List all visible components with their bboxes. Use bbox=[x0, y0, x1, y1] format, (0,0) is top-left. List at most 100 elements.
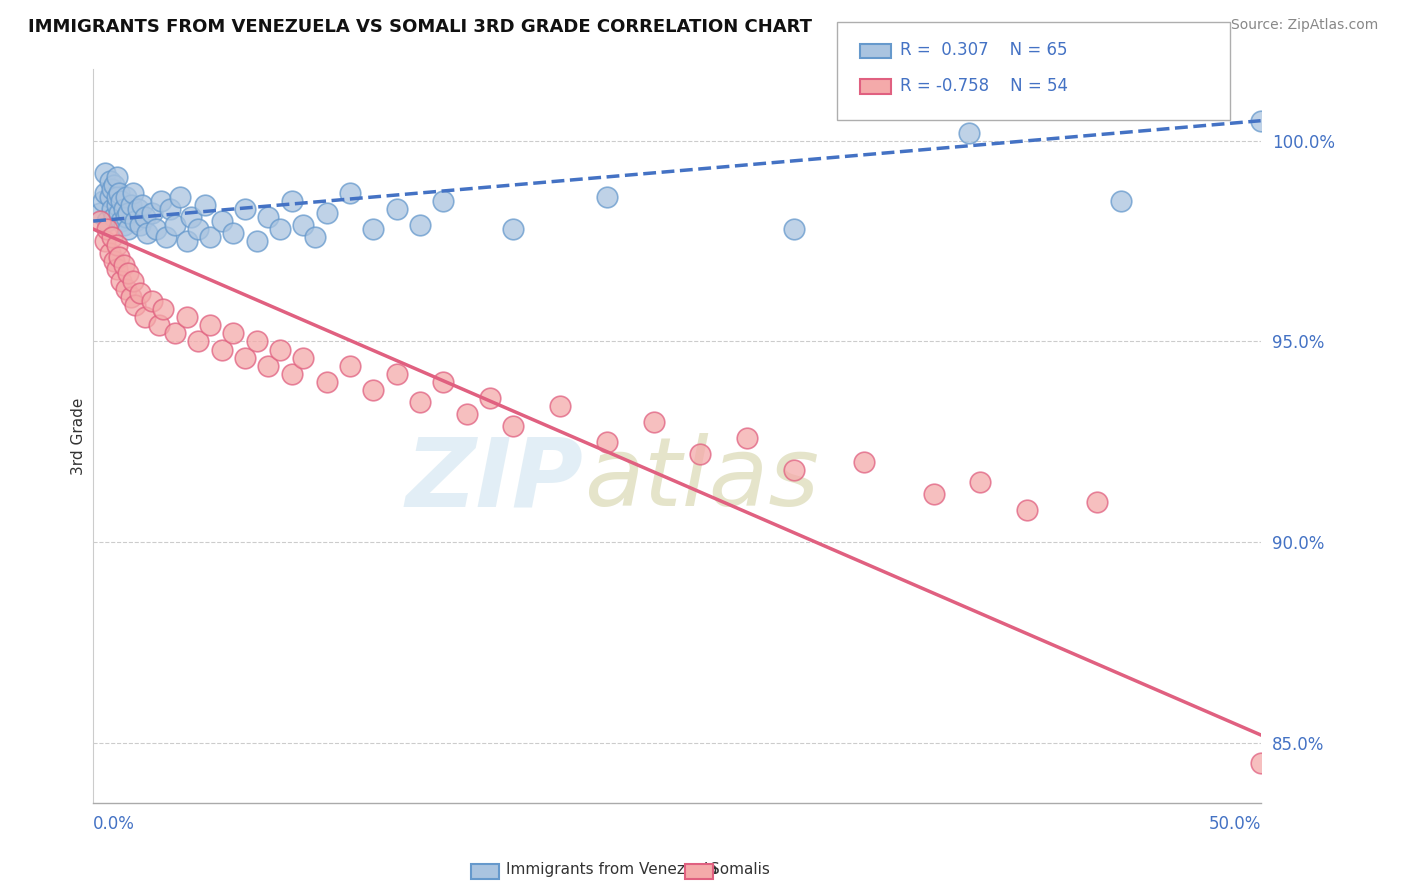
Point bbox=[108, 206, 131, 220]
Point bbox=[110, 194, 132, 208]
Point bbox=[304, 230, 326, 244]
Point bbox=[163, 218, 186, 232]
Point bbox=[131, 198, 153, 212]
Point bbox=[127, 202, 149, 216]
Point bbox=[689, 447, 711, 461]
Point bbox=[103, 210, 125, 224]
Point bbox=[141, 206, 163, 220]
Point bbox=[105, 198, 128, 212]
Point bbox=[782, 222, 804, 236]
Point bbox=[194, 198, 217, 212]
Point bbox=[110, 214, 132, 228]
Text: Somalis: Somalis bbox=[710, 863, 770, 877]
Text: atlas: atlas bbox=[583, 434, 818, 526]
Text: 50.0%: 50.0% bbox=[1208, 815, 1261, 833]
Point bbox=[246, 334, 269, 349]
Point bbox=[432, 194, 454, 208]
Text: Source: ZipAtlas.com: Source: ZipAtlas.com bbox=[1230, 18, 1378, 32]
Point bbox=[103, 178, 125, 192]
Point bbox=[163, 326, 186, 341]
Text: 0.0%: 0.0% bbox=[93, 815, 135, 833]
Point bbox=[94, 186, 117, 200]
Point bbox=[124, 214, 146, 228]
Point bbox=[211, 214, 233, 228]
Y-axis label: 3rd Grade: 3rd Grade bbox=[72, 397, 86, 475]
Point bbox=[479, 391, 502, 405]
Text: R =  0.307    N = 65: R = 0.307 N = 65 bbox=[900, 41, 1067, 59]
Point bbox=[101, 202, 124, 216]
Point bbox=[269, 343, 291, 357]
Point bbox=[159, 202, 181, 216]
Point bbox=[145, 222, 167, 236]
Point bbox=[187, 334, 209, 349]
Point bbox=[315, 375, 337, 389]
Point bbox=[1250, 113, 1272, 128]
Point bbox=[1250, 756, 1272, 770]
Point bbox=[222, 326, 245, 341]
Point bbox=[115, 282, 138, 296]
Point bbox=[96, 222, 118, 236]
Point bbox=[409, 218, 432, 232]
Point bbox=[115, 210, 138, 224]
Text: R = -0.758    N = 54: R = -0.758 N = 54 bbox=[900, 77, 1067, 95]
Point bbox=[1085, 495, 1108, 509]
Point bbox=[292, 218, 315, 232]
Point bbox=[969, 475, 991, 489]
Point bbox=[339, 359, 361, 373]
Point bbox=[269, 222, 291, 236]
Point bbox=[246, 234, 269, 248]
Point bbox=[128, 286, 150, 301]
Point bbox=[233, 351, 256, 365]
Point bbox=[187, 222, 209, 236]
Point bbox=[117, 222, 139, 236]
Point bbox=[122, 274, 145, 288]
Point bbox=[643, 415, 665, 429]
Point bbox=[176, 234, 198, 248]
Point bbox=[98, 246, 121, 260]
Point bbox=[108, 250, 131, 264]
Point bbox=[409, 394, 432, 409]
Point bbox=[91, 194, 114, 208]
Point bbox=[385, 367, 408, 381]
Point bbox=[233, 202, 256, 216]
Point bbox=[101, 230, 124, 244]
Point bbox=[94, 234, 117, 248]
Point bbox=[124, 298, 146, 312]
Point bbox=[120, 290, 142, 304]
Point bbox=[155, 230, 177, 244]
Point bbox=[211, 343, 233, 357]
Point bbox=[101, 182, 124, 196]
Point bbox=[363, 222, 385, 236]
Point bbox=[385, 202, 408, 216]
Point bbox=[502, 418, 524, 433]
Point bbox=[198, 318, 221, 333]
Text: IMMIGRANTS FROM VENEZUELA VS SOMALI 3RD GRADE CORRELATION CHART: IMMIGRANTS FROM VENEZUELA VS SOMALI 3RD … bbox=[28, 18, 813, 36]
Point bbox=[96, 214, 118, 228]
Text: Immigrants from Venezuela: Immigrants from Venezuela bbox=[506, 863, 718, 877]
Point bbox=[149, 194, 172, 208]
Point bbox=[105, 190, 128, 204]
Point bbox=[735, 431, 758, 445]
Point bbox=[120, 198, 142, 212]
Point bbox=[112, 202, 135, 216]
Point bbox=[169, 190, 191, 204]
Point bbox=[280, 194, 302, 208]
Point bbox=[782, 463, 804, 477]
Point bbox=[257, 359, 280, 373]
Point bbox=[117, 206, 139, 220]
Point bbox=[105, 262, 128, 277]
Point bbox=[98, 174, 121, 188]
Point bbox=[108, 186, 131, 200]
Point bbox=[432, 375, 454, 389]
Text: ZIP: ZIP bbox=[406, 434, 583, 526]
Point bbox=[122, 186, 145, 200]
Point bbox=[105, 238, 128, 252]
Point bbox=[1017, 503, 1039, 517]
Point bbox=[315, 206, 337, 220]
Point bbox=[98, 190, 121, 204]
Point bbox=[502, 222, 524, 236]
Point bbox=[1109, 194, 1132, 208]
Point bbox=[852, 455, 875, 469]
Point bbox=[922, 487, 945, 501]
Point bbox=[180, 210, 202, 224]
